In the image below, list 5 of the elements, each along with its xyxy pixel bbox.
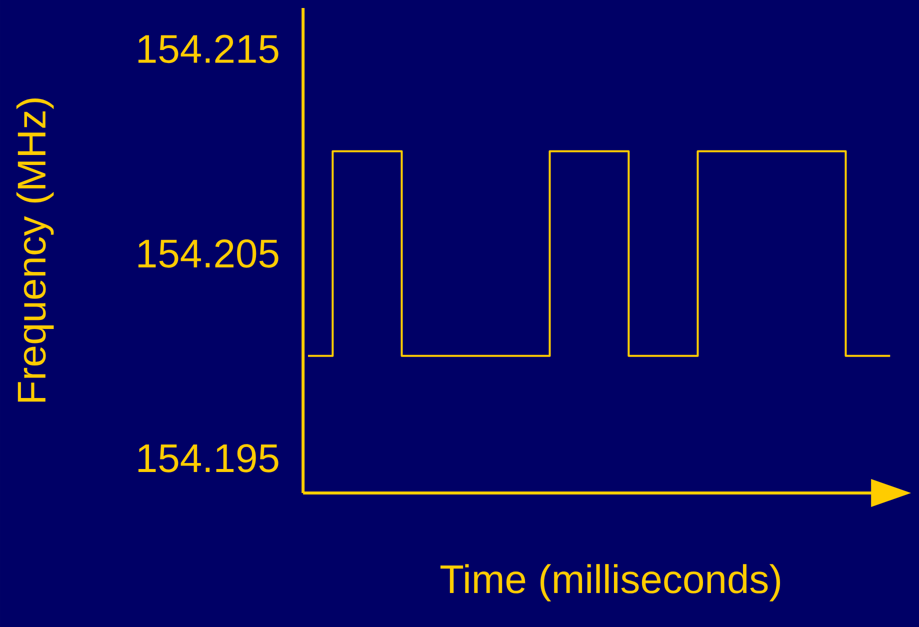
y-tick-label: 154.205: [138, 239, 278, 268]
x-axis-title: Time (milliseconds): [440, 564, 780, 602]
y-axis-title: Frequency (MHz): [16, 98, 54, 402]
y-tick-label: 154.195: [138, 444, 278, 472]
y-tick-label: 154.215: [138, 34, 278, 64]
